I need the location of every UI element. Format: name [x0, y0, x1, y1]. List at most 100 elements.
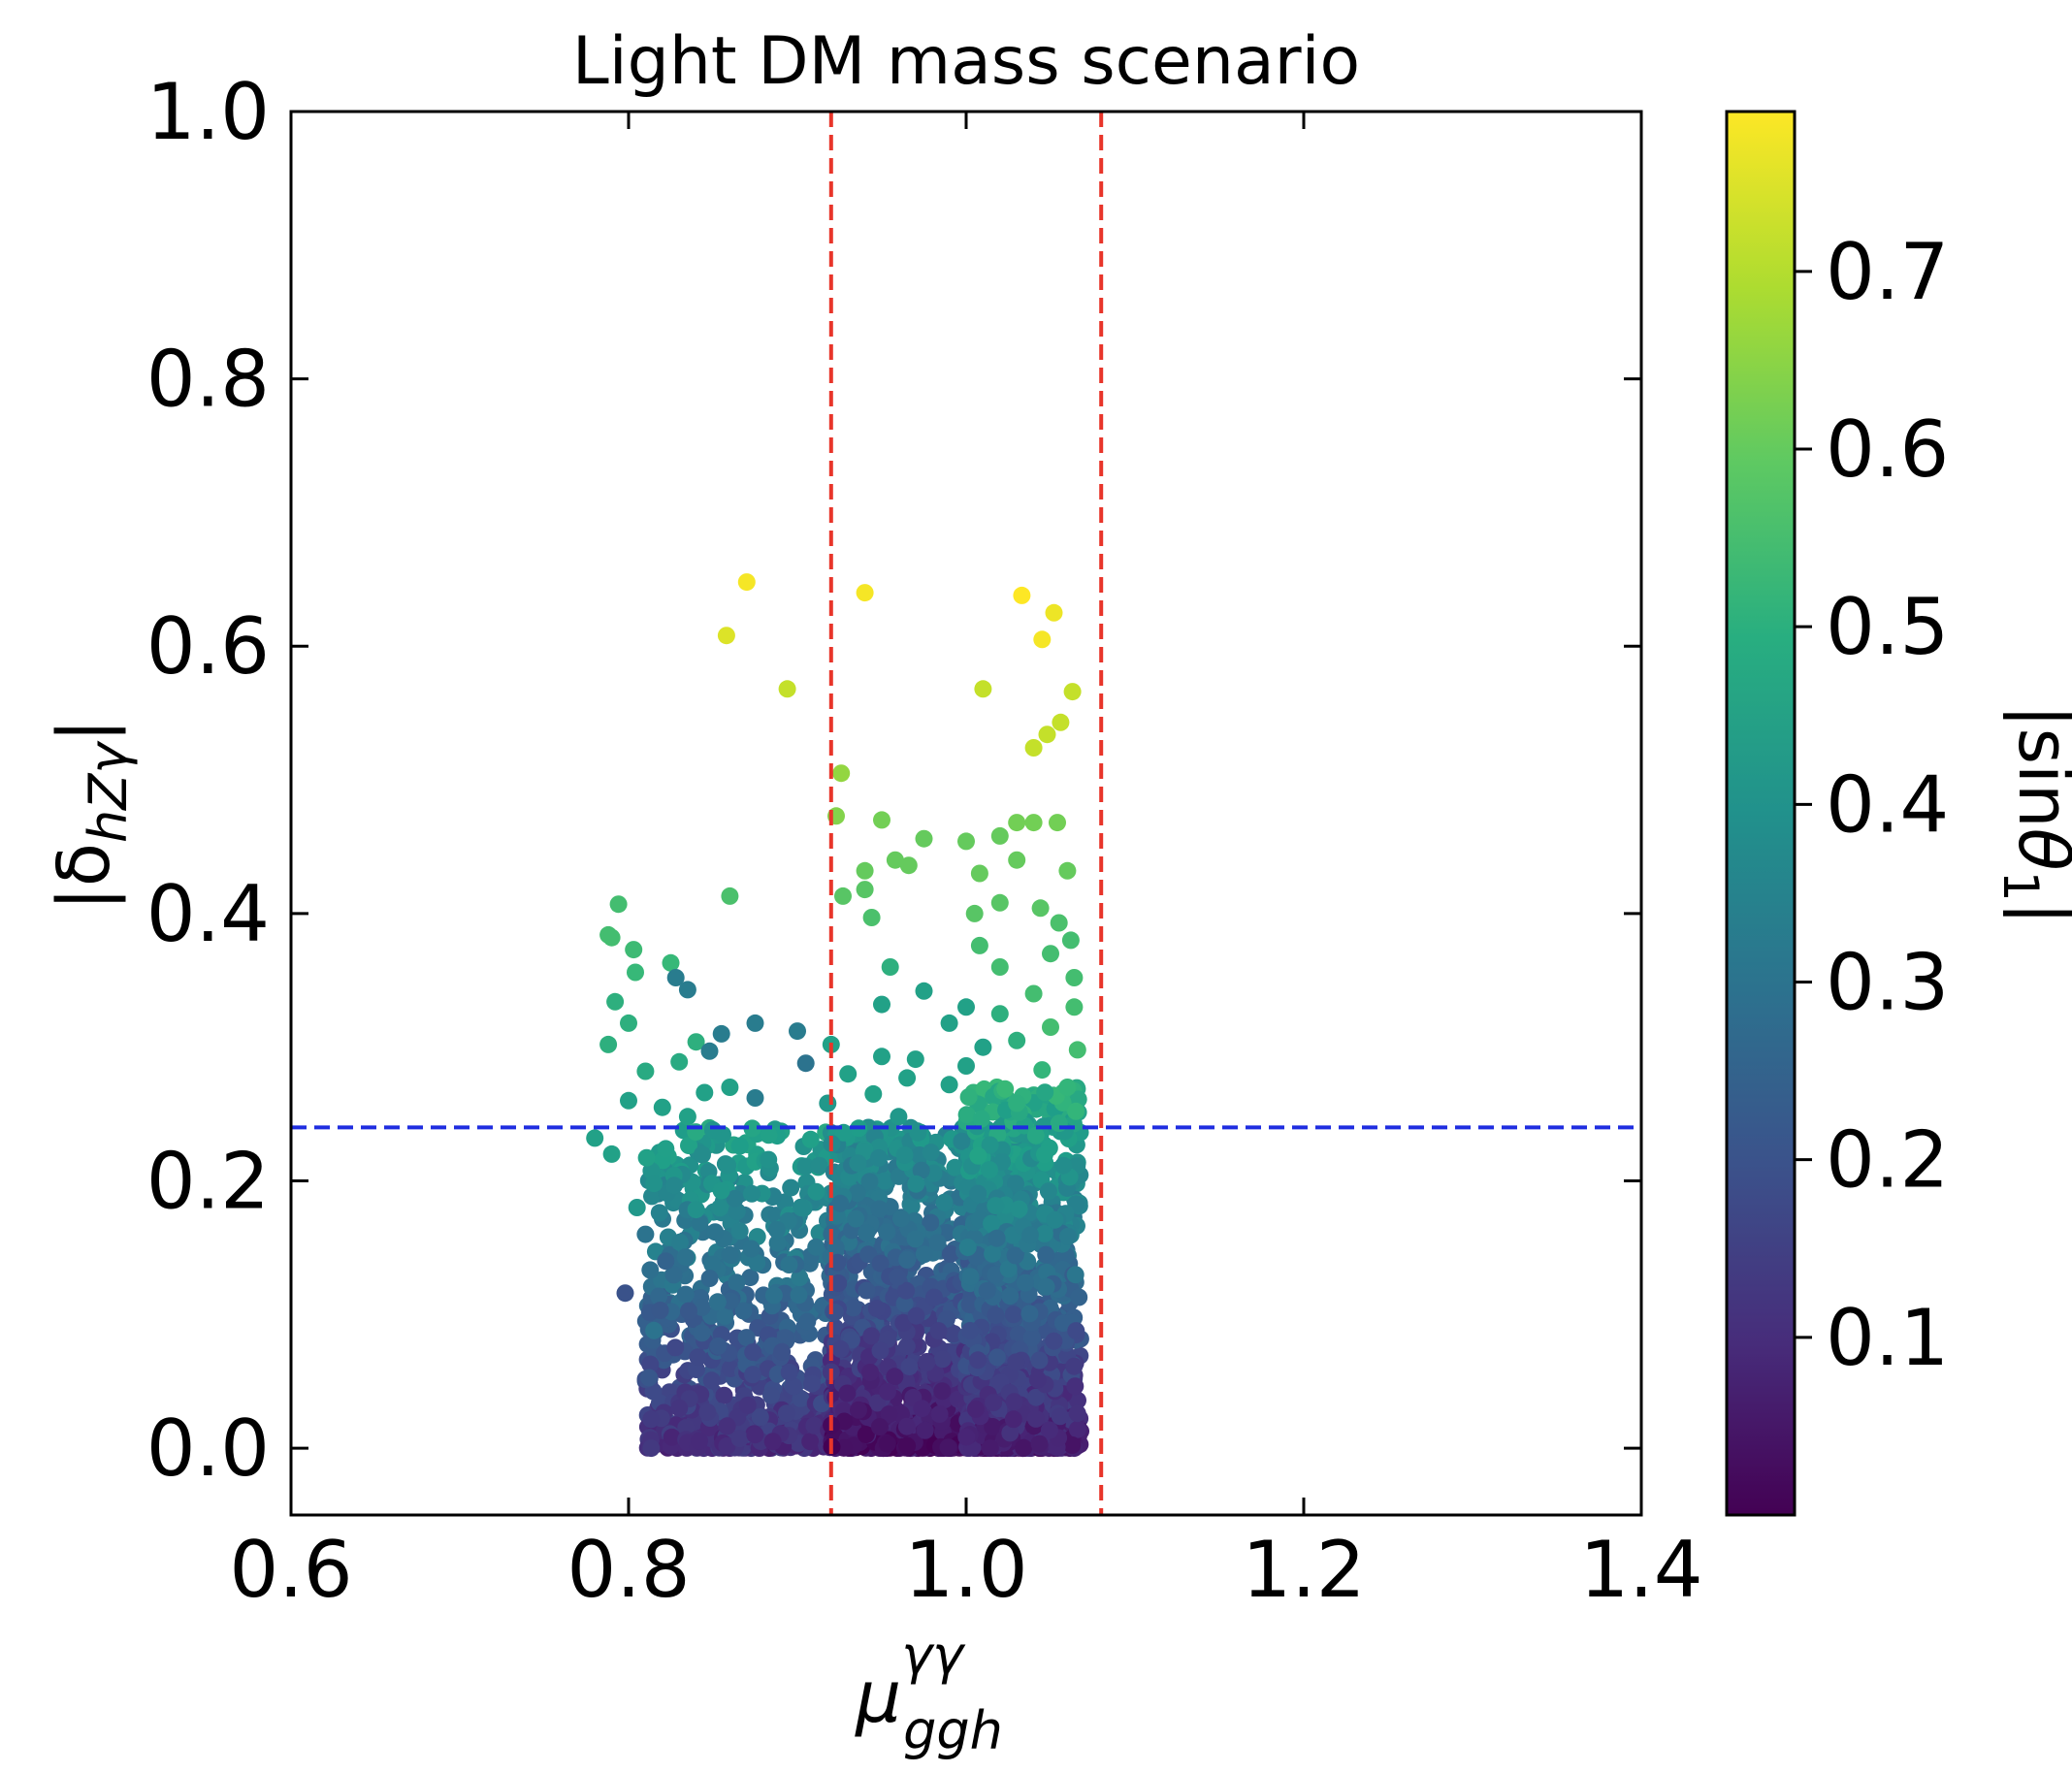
- scatter-point: [856, 861, 874, 880]
- scatter-point: [870, 1200, 889, 1218]
- y-tick-label: 1.0: [146, 67, 270, 157]
- scatter-point: [643, 1187, 661, 1206]
- scatter-point: [790, 1286, 808, 1305]
- scatter-point: [1070, 1288, 1088, 1306]
- scatter-point: [868, 1394, 887, 1412]
- scatter-point: [895, 1295, 914, 1313]
- scatter-point: [1008, 814, 1026, 832]
- scatter-point: [895, 1145, 914, 1164]
- scatter-point: [687, 1033, 705, 1051]
- scatter-points: [586, 573, 1086, 1339]
- colorbar-gradient: [1727, 112, 1795, 1515]
- scatter-point: [1061, 931, 1080, 950]
- scatter-point: [996, 1080, 1015, 1098]
- scatter-point: [940, 1014, 958, 1032]
- scatter-point: [657, 1252, 675, 1271]
- scatter-point: [1063, 1436, 1082, 1454]
- scatter-point: [1027, 1388, 1046, 1406]
- scatter-point: [1013, 586, 1031, 604]
- scatter-point: [702, 1371, 721, 1390]
- scatter-point: [1030, 1435, 1049, 1453]
- scatter-point: [625, 941, 643, 959]
- scatter-point: [1049, 814, 1066, 832]
- scatter-point: [764, 1286, 783, 1305]
- scatter-point: [829, 1274, 848, 1292]
- scatter-point: [700, 1042, 719, 1060]
- scatter-point: [871, 1341, 890, 1360]
- scatter-point: [961, 1322, 979, 1339]
- scatter-point: [782, 1178, 800, 1197]
- scatter-point: [642, 1439, 661, 1458]
- scatter-point: [1024, 984, 1043, 1003]
- scatter-point: [791, 1269, 809, 1287]
- scatter-point: [602, 1144, 621, 1163]
- colorbar-tick-label: 0.1: [1826, 1293, 1949, 1383]
- scatter-point: [711, 1199, 729, 1217]
- scatter-point: [721, 1079, 739, 1096]
- scatter-point: [650, 1287, 668, 1306]
- y-tick-label: 0.8: [146, 335, 270, 425]
- scatter-point: [1045, 1332, 1063, 1350]
- scatter-point: [993, 1153, 1011, 1171]
- scatter-point: [990, 958, 1009, 976]
- scatter-point: [869, 1148, 888, 1167]
- scatter-point: [703, 1255, 722, 1273]
- scatter-point: [734, 1302, 753, 1320]
- x-tick-label: 1.0: [904, 1525, 1027, 1615]
- scatter-point: [742, 1240, 761, 1258]
- scatter-point: [793, 1199, 811, 1217]
- scatter-point: [1066, 1377, 1085, 1396]
- scatter-point: [856, 881, 874, 899]
- scatter-point: [676, 1248, 695, 1267]
- scatter-point: [933, 1382, 952, 1401]
- scatter-point: [1015, 1438, 1033, 1457]
- scatter-point: [907, 1306, 925, 1325]
- scatter-point: [746, 1014, 764, 1032]
- scatter-point: [983, 1214, 1001, 1233]
- scatter-point: [873, 1048, 890, 1066]
- scatter-point: [871, 1254, 890, 1273]
- scatter-point: [1050, 1114, 1068, 1133]
- scatter-point: [1006, 1246, 1024, 1265]
- scatter-point: [897, 1338, 916, 1356]
- scatter-point: [778, 680, 796, 698]
- scatter-point: [867, 1300, 886, 1318]
- scatter-point: [1033, 630, 1052, 649]
- scatter-point: [1067, 1322, 1085, 1340]
- scatter-point: [857, 1426, 875, 1444]
- scatter-point: [691, 1213, 709, 1232]
- scatter-point: [666, 969, 685, 986]
- scatter-point: [1028, 1370, 1047, 1389]
- scatter-point: [969, 1351, 987, 1370]
- scatter-point: [922, 1144, 940, 1162]
- scatter-point: [717, 627, 735, 645]
- scatter-point: [663, 1428, 681, 1446]
- y-axis-ticks: 0.0 0.2 0.4 0.6 0.8 1.0: [146, 67, 1641, 1494]
- scatter-point: [721, 886, 739, 905]
- scatter-point: [984, 1418, 1002, 1435]
- scatter-point: [1068, 1404, 1086, 1423]
- scatter-point: [1001, 1424, 1020, 1442]
- scatter-point: [650, 1204, 668, 1222]
- scatter-point: [862, 1327, 881, 1345]
- scatter-point: [801, 1433, 820, 1451]
- scatter-point: [1033, 1061, 1052, 1080]
- scatter-point: [906, 1230, 924, 1248]
- scatter-point: [744, 1343, 762, 1362]
- scatter-point: [834, 886, 852, 905]
- scatter-point: [890, 1167, 908, 1185]
- scatter-point: [861, 1364, 880, 1381]
- scatter-point: [1035, 1145, 1053, 1164]
- scatter-point: [722, 1292, 739, 1310]
- scatter-point: [636, 1225, 655, 1243]
- scatter-point: [1058, 861, 1077, 880]
- scatter-point: [1040, 1421, 1058, 1439]
- x-axis-ticks: 0.6 0.8 1.0 1.2 1.4: [229, 112, 1703, 1615]
- scatter-point: [881, 958, 899, 976]
- scatter-point: [744, 1366, 761, 1384]
- scatter-point: [801, 1130, 820, 1148]
- scatter-point: [746, 1089, 764, 1107]
- scatter-point: [1065, 1357, 1084, 1375]
- scatter-point: [990, 1005, 1009, 1023]
- scatter-point: [953, 1132, 971, 1150]
